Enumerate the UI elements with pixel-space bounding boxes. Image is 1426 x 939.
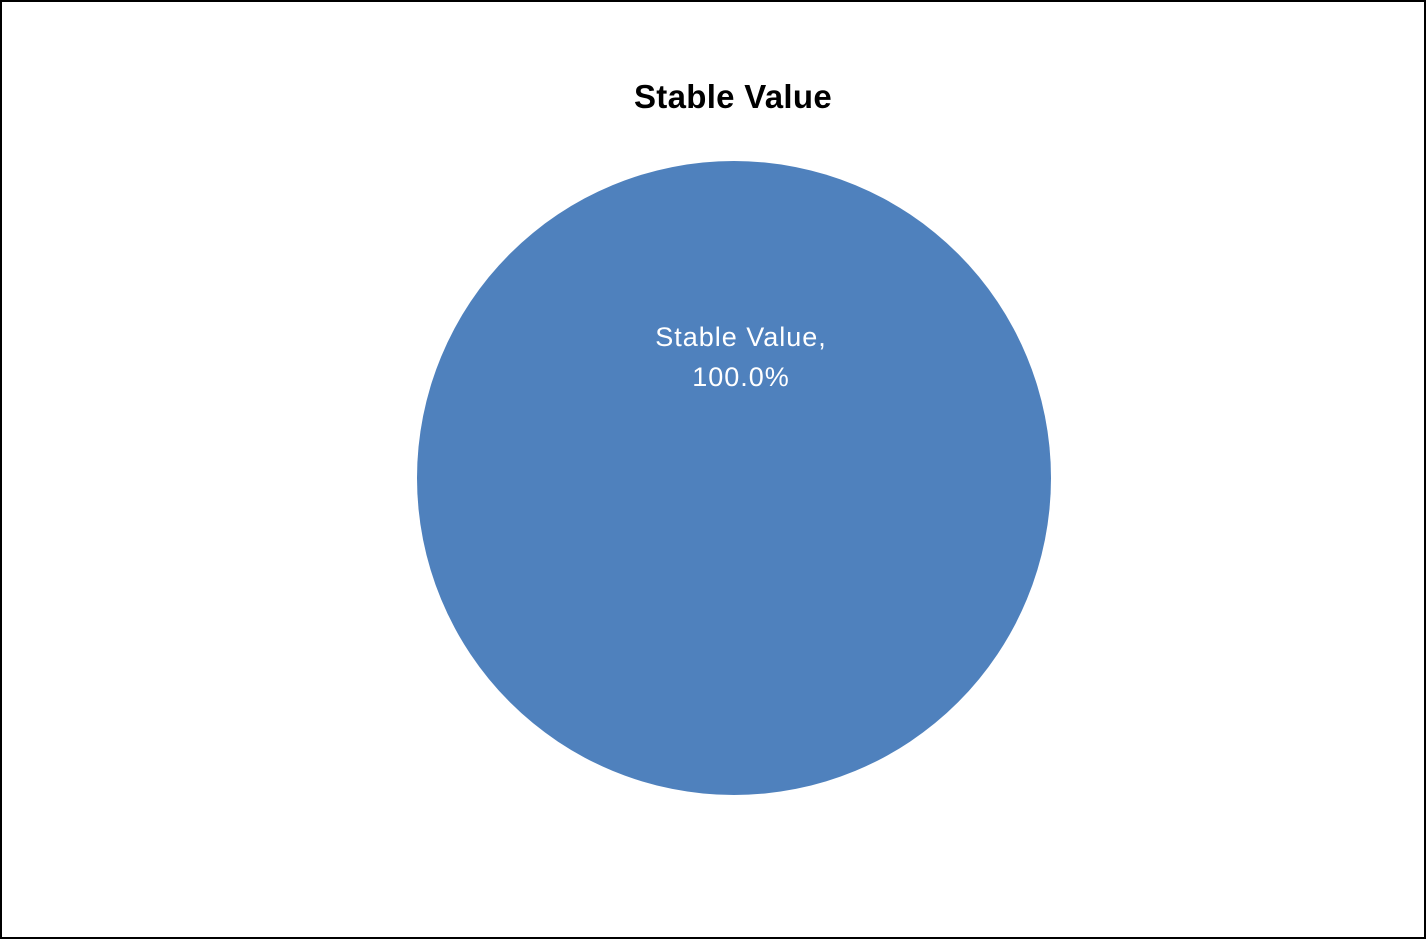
- slice-label-value: 100.0%: [692, 362, 790, 392]
- pie-slice: [417, 161, 1051, 795]
- slice-label-name: Stable Value,: [655, 322, 827, 352]
- chart-title: Stable Value: [633, 78, 833, 115]
